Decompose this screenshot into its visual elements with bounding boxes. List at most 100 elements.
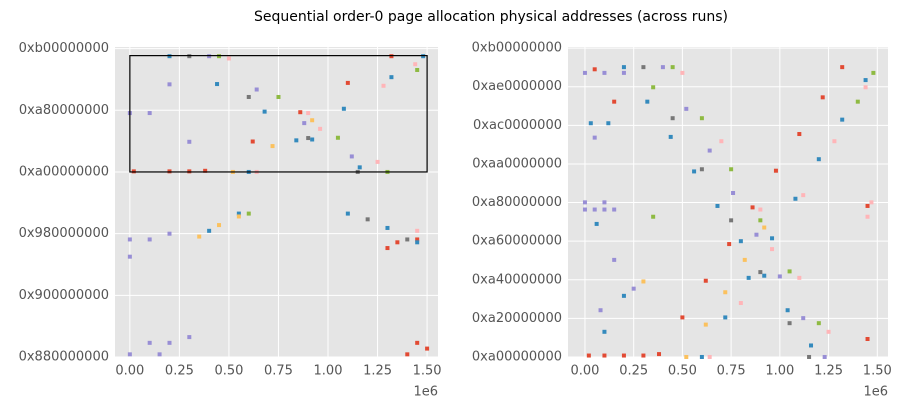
point (699, 116, 704, 121)
point (582, 200, 587, 205)
x-tick-label: 0.25 (619, 364, 648, 379)
point (345, 80, 350, 85)
point (727, 242, 732, 247)
y-tick-label: 0xa00000000 (19, 164, 109, 179)
point (310, 118, 315, 123)
y-tick-label: 0x980000000 (19, 226, 109, 241)
figure-title: Sequential order-0 page allocation physi… (254, 9, 728, 25)
point (592, 207, 597, 212)
point (606, 121, 611, 126)
x-offset-label: 1e6 (413, 385, 438, 400)
point (602, 329, 607, 334)
point (723, 315, 728, 320)
point (582, 70, 587, 75)
point (641, 65, 646, 70)
point (381, 83, 386, 88)
point (762, 273, 767, 278)
point (660, 65, 665, 70)
x-tick-label: 1.00 (765, 364, 794, 379)
point (797, 275, 802, 280)
point (816, 157, 821, 162)
point (670, 116, 675, 121)
point (631, 286, 636, 291)
point (236, 214, 241, 219)
point (692, 169, 697, 174)
y-tick-label: 0xa20000000 (472, 311, 562, 326)
point (729, 167, 734, 172)
y-tick-label: 0xae0000000 (472, 79, 562, 94)
point (621, 353, 626, 358)
point (758, 270, 763, 275)
point (127, 352, 132, 357)
x-tick-label: 1.25 (814, 364, 843, 379)
point (592, 135, 597, 140)
point (754, 232, 759, 237)
point (855, 99, 860, 104)
plot-background (115, 47, 438, 357)
point (582, 207, 587, 212)
point (335, 135, 340, 140)
point (602, 70, 607, 75)
x-tick-label: 0.50 (214, 364, 243, 379)
point (840, 117, 845, 122)
point (738, 301, 743, 306)
point (865, 214, 870, 219)
point (215, 82, 220, 87)
point (306, 111, 311, 116)
point (375, 159, 380, 164)
point (787, 321, 792, 326)
point (592, 67, 597, 72)
point (127, 237, 132, 242)
y-tick-label: 0xa40000000 (472, 272, 562, 287)
point (415, 240, 420, 245)
point (594, 221, 599, 226)
point (863, 78, 868, 83)
point (349, 154, 354, 159)
point (341, 106, 346, 111)
point (385, 246, 390, 251)
point (425, 346, 430, 351)
point (405, 237, 410, 242)
y-tick-label: 0x900000000 (19, 288, 109, 303)
x-tick-label: 0.50 (668, 364, 697, 379)
point (395, 240, 400, 245)
point (797, 132, 802, 137)
x-tick-label: 0.75 (264, 364, 293, 379)
point (602, 200, 607, 205)
point (707, 354, 712, 359)
point (167, 340, 172, 345)
x-tick-label: 0.75 (717, 364, 746, 379)
point (684, 354, 689, 359)
point (699, 354, 704, 359)
point (641, 353, 646, 358)
point (306, 136, 311, 141)
point (793, 196, 798, 201)
point (203, 168, 208, 173)
point (598, 308, 603, 313)
point (863, 85, 868, 90)
point (773, 168, 778, 173)
point (413, 62, 418, 67)
point (703, 278, 708, 283)
point (731, 190, 736, 195)
point (415, 228, 420, 233)
y-tick-label: 0xa60000000 (472, 234, 562, 249)
plot-background (568, 47, 888, 357)
point (365, 217, 370, 222)
point (651, 85, 656, 90)
point (651, 214, 656, 219)
point (621, 65, 626, 70)
point (127, 254, 132, 259)
y-tick-label: 0xa00000000 (472, 350, 562, 365)
point (820, 95, 825, 100)
y-tick-label: 0xb00000000 (472, 41, 562, 56)
point (405, 352, 410, 357)
x-tick-label: 1.50 (863, 364, 892, 379)
point (770, 247, 775, 252)
point (207, 228, 212, 233)
point (703, 322, 708, 327)
point (226, 56, 231, 61)
point (612, 99, 617, 104)
y-tick-label: 0xa80000000 (472, 195, 562, 210)
